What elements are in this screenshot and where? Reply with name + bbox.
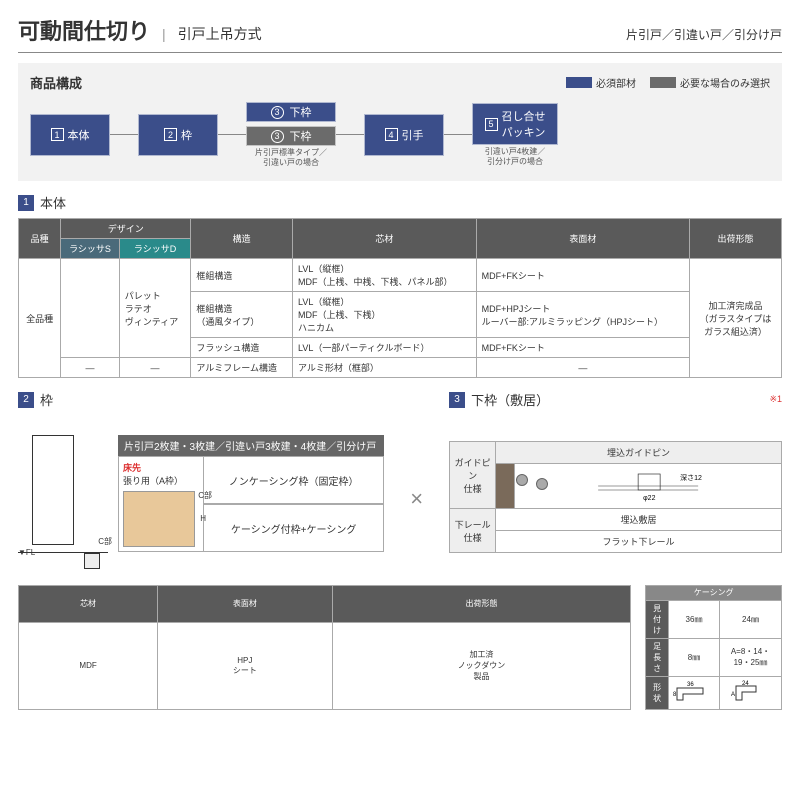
flow-node-1: 1本体 <box>30 114 110 156</box>
sill-dim-diagram: φ22 深さ12 <box>514 464 781 509</box>
flow-node-2: 2枠 <box>138 114 218 156</box>
section-2-title: 枠 <box>40 390 53 409</box>
section-1-num: 1 <box>18 195 34 211</box>
legend-label-optional: 必要な場合のみ選択 <box>680 75 770 90</box>
svg-text:24: 24 <box>742 681 749 687</box>
sill-pin-label: ガイドピン 仕様 <box>450 442 496 509</box>
frame-table: 片引戸2枚建・3枚建／引違い戸3枚建・4枚建／引分け戸 床先張り用（A枠） C部… <box>118 435 384 552</box>
t1-r3c4: アルミ形材（框部） <box>293 358 477 378</box>
composition-panel: 商品構成 必須部材 必要な場合のみ選択 1本体 2枠 3下枠 3下枠 片引戸標準… <box>18 63 782 181</box>
svg-text:φ22: φ22 <box>643 495 655 502</box>
mat-v3: 加工済 ノックダウン 製品 <box>332 622 631 709</box>
t1-h-c2a: ラシッサS <box>61 239 120 259</box>
legend-swatch-required <box>566 77 592 88</box>
sill-header: 埋込ガイドピン <box>496 442 782 464</box>
frame-left-cell: 床先張り用（A枠） C部 H <box>118 456 204 552</box>
t1-h-c4: 芯材 <box>293 219 477 259</box>
t1-h-c1: 品種 <box>19 219 61 259</box>
sill-photo <box>496 464 515 509</box>
composition-title: 商品構成 <box>30 73 82 92</box>
flow-node-4: 4引手 <box>364 114 444 156</box>
frame-opt-2: ケーシング付枠+ケーシング <box>204 504 384 552</box>
page-header: 可動間仕切り | 引戸上吊方式 片引戸／引違い戸／引分け戸 <box>18 14 782 53</box>
mat-v1: MDF <box>19 622 158 709</box>
t1-c-design: パレット ラテオ ヴィンティア <box>119 259 191 358</box>
t1-r2c5: MDF+FKシート <box>476 338 689 358</box>
t1-r0c5: MDF+FKシート <box>476 259 689 292</box>
t1-h-c5: 表面材 <box>476 219 689 259</box>
section-2-header: 2 枠 <box>18 390 384 409</box>
flow-node-5: 5召し合せ パッキン <box>472 103 558 145</box>
svg-text:8: 8 <box>673 692 677 698</box>
casing-shape-2: 24 A <box>720 676 782 709</box>
mat-v2: HPJ シート <box>158 622 332 709</box>
t1-r2c3: フラッシュ構造 <box>191 338 293 358</box>
section-3-title: 下枠（敷居） <box>471 390 549 409</box>
frame-table-header: 片引戸2枚建・3枚建／引違い戸3枚建・4枚建／引分け戸 <box>118 435 384 456</box>
material-table: 芯材表面材出荷形態 MDF HPJ シート 加工済 ノックダウン 製品 <box>18 585 631 710</box>
flow-sub-3: 片引戸標準タイプ／ 引違い戸の場合 <box>255 148 327 167</box>
page-variants: 片引戸／引違い戸／引分け戸 <box>626 26 782 43</box>
section-1-title: 本体 <box>40 193 66 212</box>
sill-rail-label: 下レール 仕様 <box>450 509 496 553</box>
t1-r1c4: LVL（縦框） MDF（上桟、下桟） ハニカム <box>293 292 477 338</box>
section-1-header: 1 本体 <box>18 193 782 212</box>
flow-node-3b: 3下枠 <box>246 126 336 146</box>
t1-r2c4: LVL（一部パーティクルボード） <box>293 338 477 358</box>
sill-row-2: フラット下レール <box>496 531 782 553</box>
section-3-note: ※1 <box>769 394 782 405</box>
t1-h-c2: デザイン <box>61 219 191 239</box>
page-subtitle: 引戸上吊方式 <box>178 24 262 44</box>
door-diagram: ▼FL C部 <box>18 435 108 575</box>
spec-table-1: 品種 デザイン 構造 芯材 表面材 出荷形態 ラシッサS ラシッサD 全品種 パ… <box>18 218 782 378</box>
casing-title: ケーシング <box>646 586 782 601</box>
section-3-header: 3 下枠（敷居） <box>449 390 549 409</box>
flow-sub-5: 引違い戸4枚建／ 引分け戸の場合 <box>485 147 545 166</box>
t1-h-c2b: ラシッサD <box>119 239 191 259</box>
t1-r0c4: LVL（縦框） MDF（上桟、中桟、下桟、パネル部） <box>293 259 477 292</box>
svg-text:深さ12: 深さ12 <box>680 473 702 482</box>
section-2-num: 2 <box>18 392 34 408</box>
t1-r1c3: 框組構造 （通風タイプ） <box>191 292 293 338</box>
section-3-num: 3 <box>449 392 465 408</box>
sill-row-1: 埋込敷居 <box>496 509 782 531</box>
svg-text:A: A <box>731 692 735 698</box>
multiply-icon: × <box>410 486 423 512</box>
t1-r3c5: — <box>476 358 689 378</box>
t1-c-ship: 加工済完成品 （ガラスタイプは ガラス組込済） <box>690 259 782 378</box>
flow-node-3a: 3下枠 <box>246 102 336 122</box>
casing-table: ケーシング 見付け36㎜24㎜ 足長さ8㎜A=8・14・19・25㎜ 形状 36… <box>645 585 782 710</box>
svg-text:36: 36 <box>687 682 694 688</box>
sill-table: ガイドピン 仕様 埋込ガイドピン φ22 深さ12 <box>449 441 782 553</box>
legend-swatch-optional <box>650 77 676 88</box>
t1-r1c5: MDF+HPJシート ルーバー部:アルミラッピング（HPJシート） <box>476 292 689 338</box>
title-separator: | <box>162 26 166 42</box>
page-title: 可動間仕切り <box>18 14 150 46</box>
legend-label-required: 必須部材 <box>596 75 636 90</box>
flow-diagram: 1本体 2枠 3下枠 3下枠 片引戸標準タイプ／ 引違い戸の場合 4引手 5召し… <box>30 102 770 167</box>
t1-h-c3: 構造 <box>191 219 293 259</box>
t1-r0c3: 框組構造 <box>191 259 293 292</box>
t1-h-c6: 出荷形態 <box>690 219 782 259</box>
legend: 必須部材 必要な場合のみ選択 <box>566 75 770 90</box>
t1-c-type: 全品種 <box>19 259 61 378</box>
t1-r3c3: アルミフレーム構造 <box>191 358 293 378</box>
frame-opt-1: ノンケーシング枠（固定枠） <box>204 456 384 504</box>
casing-shape-1: 36 8 <box>669 676 720 709</box>
